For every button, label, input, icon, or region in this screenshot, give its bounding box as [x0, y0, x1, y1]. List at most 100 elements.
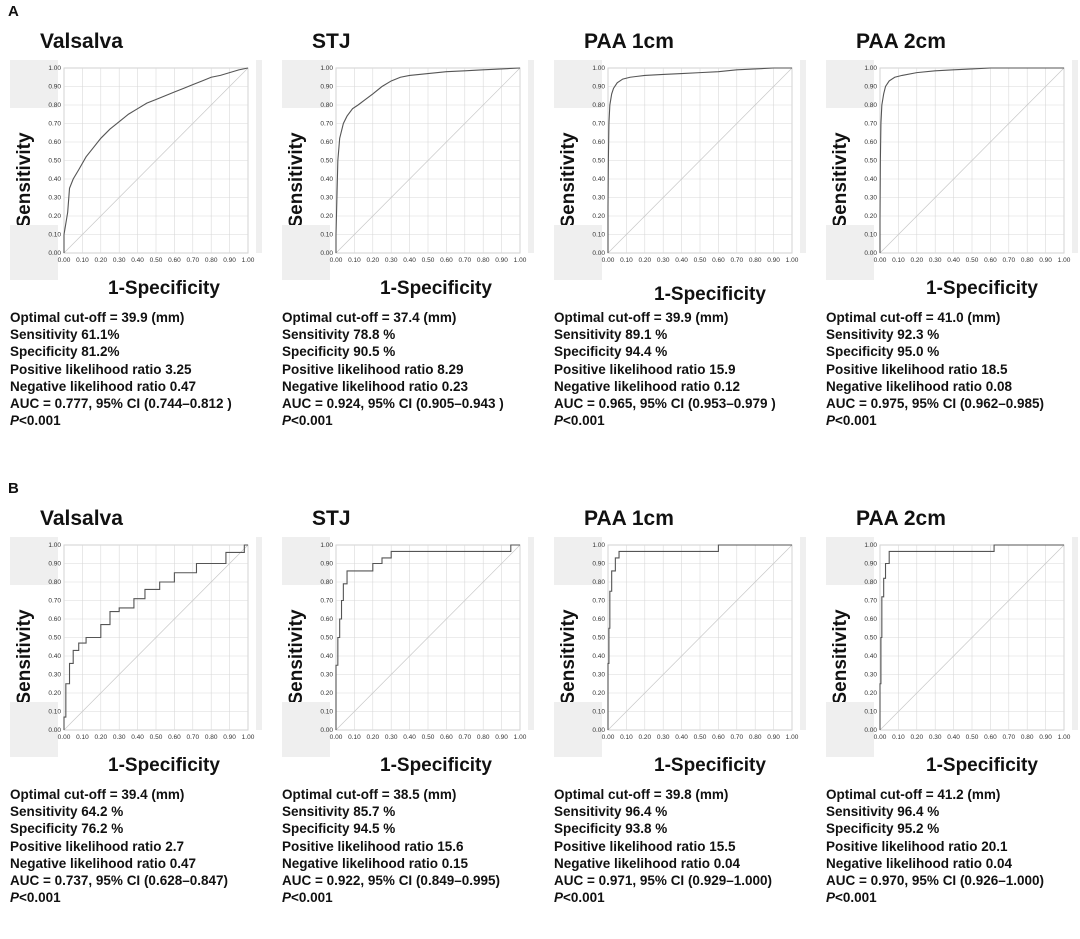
y-tick-label: 0.50: [48, 635, 61, 642]
x-tick-label: 0.50: [966, 257, 979, 264]
x-tick-label: 0.10: [76, 257, 89, 264]
y-tick-label: 0.80: [592, 102, 605, 109]
y-tick-label: 0.20: [592, 213, 605, 220]
side-band: [554, 225, 602, 280]
stat-line: Negative likelihood ratio 0.04: [554, 855, 741, 871]
x-tick-label: 0.80: [205, 734, 218, 741]
x-tick-label: 0.10: [892, 734, 905, 741]
y-tick-label: 0.70: [864, 121, 877, 128]
roc-panel: PAA 1cm Sensitivity 0.00 0.10 0.20 0.30 0.40 0.…: [554, 30, 816, 462]
y-tick-label: 0.40: [320, 176, 333, 183]
x-tick-label: 0.40: [947, 734, 960, 741]
y-tick-label: 0.70: [320, 598, 333, 605]
x-tick-label: 1.00: [514, 734, 527, 741]
stat-line: Sensitivity 89.1 %: [554, 327, 668, 343]
roc-chart: 0.00 0.10 0.20 0.30 0.40 0.50 0.60 0.70 0.80 0.90…: [554, 60, 806, 280]
side-band: [826, 537, 874, 585]
side-band: [10, 225, 58, 280]
y-tick-label: 0.10: [48, 709, 61, 716]
x-tick-label: 0.80: [477, 734, 490, 741]
y-tick-label: 0.70: [48, 598, 61, 605]
x-tick-label: 0.80: [1021, 257, 1034, 264]
y-tick-label: 1.00: [864, 542, 877, 549]
y-tick-label: 1.00: [320, 542, 333, 549]
x-tick-label: 0.00: [874, 257, 887, 264]
x-tick-label: 0.10: [348, 257, 361, 264]
stat-line: Negative likelihood ratio 0.04: [826, 855, 1013, 871]
x-tick-label: 0.80: [1021, 734, 1034, 741]
y-tick-label: 0.10: [48, 232, 61, 239]
x-tick-label: 0.90: [223, 257, 236, 264]
reference-diagonal: [879, 67, 1065, 254]
y-tick-label: 0.60: [48, 616, 61, 623]
x-tick-label: 0.60: [168, 734, 181, 741]
y-tick-label: 0.20: [48, 213, 61, 220]
roc-curve: [335, 67, 521, 253]
y-tick-label: 0.90: [320, 84, 333, 91]
p-symbol: P: [554, 413, 564, 429]
y-tick-label: 0.30: [48, 672, 61, 679]
side-band: [282, 537, 330, 585]
x-tick-label: 0.70: [1002, 734, 1015, 741]
y-tick-label: 0.80: [48, 579, 61, 586]
y-tick-label: 1.00: [864, 65, 877, 72]
roc-chart: 0.00 0.10 0.20 0.30 0.40 0.50 0.60 0.70 0.80 0.90…: [10, 60, 262, 280]
y-tick-label: 0.90: [320, 561, 333, 568]
x-tick-label: 0.50: [422, 257, 435, 264]
statistics-block: Optimal cut-off = 37.4 (mm) Sensitivity 7…: [282, 309, 504, 429]
x-tick-label: 0.50: [694, 257, 707, 264]
y-tick-label: 0.80: [320, 579, 333, 586]
x-tick-label: 0.60: [440, 257, 453, 264]
x-tick-label: 0.40: [947, 257, 960, 264]
y-tick-label: 0.20: [864, 690, 877, 697]
roc-panel: Valsalva Sensitivity 0.00 0.10 0.20 0.30 0.40 0…: [10, 30, 272, 462]
y-tick-label: 0.90: [48, 84, 61, 91]
stat-line: Sensitivity 92.3 %: [826, 327, 940, 343]
y-tick-label: 0.30: [864, 195, 877, 202]
roc-chart: 0.00 0.10 0.20 0.30 0.40 0.50 0.60 0.70 0.80 0.90…: [282, 537, 534, 757]
side-band: [1072, 537, 1078, 730]
stat-line: Positive likelihood ratio 20.1: [826, 838, 1008, 854]
stat-line: Optimal cut-off = 38.5 (mm): [282, 787, 457, 802]
y-tick-label: 0.50: [320, 635, 333, 642]
side-band: [1072, 60, 1078, 253]
roc-curve: [879, 67, 1064, 253]
side-band: [10, 702, 58, 757]
x-tick-label: 0.90: [495, 734, 508, 741]
statistics-block: Optimal cut-off = 39.9 (mm) Sensitivity 8…: [554, 309, 776, 429]
statistics-block: Optimal cut-off = 39.4 (mm) Sensitivity 6…: [10, 786, 228, 906]
stat-line: Positive likelihood ratio 15.9: [554, 361, 736, 377]
x-tick-label: 0.90: [223, 734, 236, 741]
side-band: [256, 60, 262, 253]
panel-title: Valsalva: [40, 507, 123, 530]
reference-diagonal: [335, 544, 521, 731]
stat-line: Negative likelihood ratio 0.12: [554, 378, 741, 394]
x-tick-label: 0.10: [348, 734, 361, 741]
x-tick-label: 0.40: [675, 257, 688, 264]
x-tick-label: 0.60: [712, 257, 725, 264]
stat-line: Optimal cut-off = 39.8 (mm): [554, 787, 729, 802]
stat-line: AUC = 0.924, 95% CI (0.905–0.943 ): [282, 396, 504, 412]
stat-line: Specificity 81.2%: [10, 344, 120, 360]
y-tick-label: 0.10: [320, 709, 333, 716]
y-tick-label: 0.20: [48, 690, 61, 697]
x-tick-label: 0.70: [458, 734, 471, 741]
roc-panel: PAA 1cm Sensitivity 0.00 0.10 0.20 0.30 0.40 0.…: [554, 507, 816, 939]
p-symbol: P: [554, 890, 564, 906]
y-tick-label: 0.50: [864, 635, 877, 642]
stat-line: Optimal cut-off = 39.9 (mm): [10, 310, 185, 325]
stat-line: Positive likelihood ratio 8.29: [282, 361, 464, 377]
x-tick-label: 0.30: [113, 734, 126, 741]
y-tick-label: 0.50: [592, 635, 605, 642]
y-tick-label: 1.00: [48, 65, 61, 72]
x-tick-label: 0.10: [892, 257, 905, 264]
x-tick-label: 0.50: [694, 734, 707, 741]
y-tick-label: 0.40: [48, 176, 61, 183]
p-value: P<0.001: [282, 412, 504, 429]
panel-title: PAA 1cm: [584, 507, 674, 530]
x-tick-label: 1.00: [1058, 734, 1071, 741]
y-tick-label: 0.00: [48, 727, 61, 734]
stat-line: Specificity 76.2 %: [10, 821, 124, 837]
roc-chart: 0.00 0.10 0.20 0.30 0.40 0.50 0.60 0.70 0.80 0.90…: [10, 537, 262, 757]
roc-curve: [63, 544, 248, 730]
